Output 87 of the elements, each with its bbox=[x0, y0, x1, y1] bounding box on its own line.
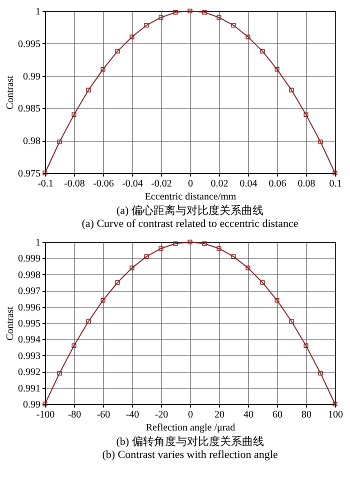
point bbox=[72, 112, 76, 117]
y-tick-label: 1 bbox=[36, 238, 40, 248]
point bbox=[72, 343, 76, 348]
y-tick-label: 0.997 bbox=[18, 286, 40, 298]
point bbox=[289, 319, 294, 324]
x-tick-label: 20 bbox=[214, 410, 224, 420]
y-tick-label: 1 bbox=[36, 6, 40, 18]
point bbox=[158, 246, 164, 251]
y-tick-label: 0.991 bbox=[18, 383, 40, 394]
point bbox=[216, 246, 222, 251]
point bbox=[100, 298, 106, 303]
x-tick-label: 0 bbox=[188, 410, 193, 420]
x-tick-label: -0.08 bbox=[64, 178, 85, 190]
y-tick-label: 0.995 bbox=[18, 38, 40, 50]
y-tick-label: 0.99 bbox=[23, 71, 40, 82]
point bbox=[318, 370, 323, 376]
x-tick-label: -60 bbox=[96, 410, 110, 420]
x-tick-label: 0.1 bbox=[329, 178, 342, 190]
point bbox=[57, 140, 62, 144]
x-tick-label: -80 bbox=[68, 410, 82, 420]
point bbox=[188, 8, 192, 14]
line-series bbox=[42, 8, 338, 176]
x-tick-label: 100 bbox=[328, 410, 343, 420]
x-tick-label: 60 bbox=[272, 410, 282, 420]
point bbox=[86, 319, 91, 324]
point bbox=[158, 15, 164, 20]
y-tick-label: 0.999 bbox=[18, 254, 40, 265]
point bbox=[57, 370, 62, 376]
y-tick-label: 0.998 bbox=[18, 270, 40, 281]
point bbox=[231, 254, 236, 259]
text: (a) Curve of contrast related to eccentric distance bbox=[82, 218, 298, 230]
point bbox=[173, 241, 178, 246]
point bbox=[144, 254, 149, 259]
point bbox=[231, 22, 236, 28]
point bbox=[115, 48, 120, 54]
x-tick-label: 0.06 bbox=[268, 178, 286, 190]
point bbox=[289, 88, 294, 92]
y-tick-label: 0.975 bbox=[18, 168, 40, 180]
point bbox=[246, 266, 250, 270]
point bbox=[260, 280, 265, 285]
x-tick-label: 0 bbox=[188, 178, 193, 190]
x-tick-label: -20 bbox=[154, 410, 168, 420]
point bbox=[144, 22, 149, 28]
line-series bbox=[42, 240, 338, 406]
y-axis-title: Contrast bbox=[5, 75, 16, 110]
y-tick-label: 0.993 bbox=[18, 350, 40, 362]
y-tick-label: 0.985 bbox=[18, 104, 40, 115]
point bbox=[86, 88, 91, 92]
y-tick-label: 0.995 bbox=[18, 318, 40, 330]
y-tick-label: 0.98 bbox=[23, 136, 40, 148]
x-axis-title: Reflection angle /μrad bbox=[146, 422, 236, 434]
x-tick-label: 40 bbox=[244, 410, 254, 420]
y-tick-label: 0.992 bbox=[18, 367, 40, 378]
x-tick-label: 80 bbox=[302, 410, 312, 420]
point bbox=[100, 67, 106, 72]
x-tick-label: 0.04 bbox=[240, 178, 258, 190]
x-tick-label: -0.06 bbox=[93, 178, 114, 190]
y-tick-label: 0.994 bbox=[18, 334, 40, 346]
point bbox=[274, 67, 280, 72]
point bbox=[274, 298, 280, 303]
x-tick-label: -0.1 bbox=[38, 178, 54, 190]
y-axis-title: Contrast bbox=[5, 306, 16, 340]
point bbox=[260, 48, 265, 54]
point bbox=[202, 10, 207, 15]
x-tick-label: -0.02 bbox=[151, 178, 172, 190]
point bbox=[318, 140, 323, 144]
text: (b) 偏转角度与对比度关系曲线 bbox=[116, 435, 264, 448]
point bbox=[304, 343, 308, 348]
point bbox=[188, 240, 192, 244]
point bbox=[130, 34, 134, 40]
y-tick-label: 0.996 bbox=[18, 302, 40, 314]
x-tick-label: -40 bbox=[126, 410, 140, 420]
point bbox=[115, 280, 120, 285]
x-tick-label: -100 bbox=[36, 410, 55, 420]
x-axis-title: Eccentric distance/mm bbox=[144, 192, 236, 202]
text: (a) 偏心距离与对比度关系曲线 bbox=[116, 204, 264, 217]
text: (b) Contrast varies with reflection angle bbox=[102, 449, 278, 461]
x-tick-label: 0.08 bbox=[298, 178, 316, 190]
point bbox=[130, 266, 134, 270]
x-tick-label: -0.04 bbox=[122, 178, 143, 190]
point bbox=[216, 15, 222, 20]
x-tick-label: 0.02 bbox=[210, 178, 228, 190]
point bbox=[246, 34, 250, 40]
y-tick-label: 0.99 bbox=[23, 400, 40, 410]
point bbox=[304, 112, 308, 117]
point bbox=[202, 241, 207, 246]
point bbox=[173, 10, 178, 15]
